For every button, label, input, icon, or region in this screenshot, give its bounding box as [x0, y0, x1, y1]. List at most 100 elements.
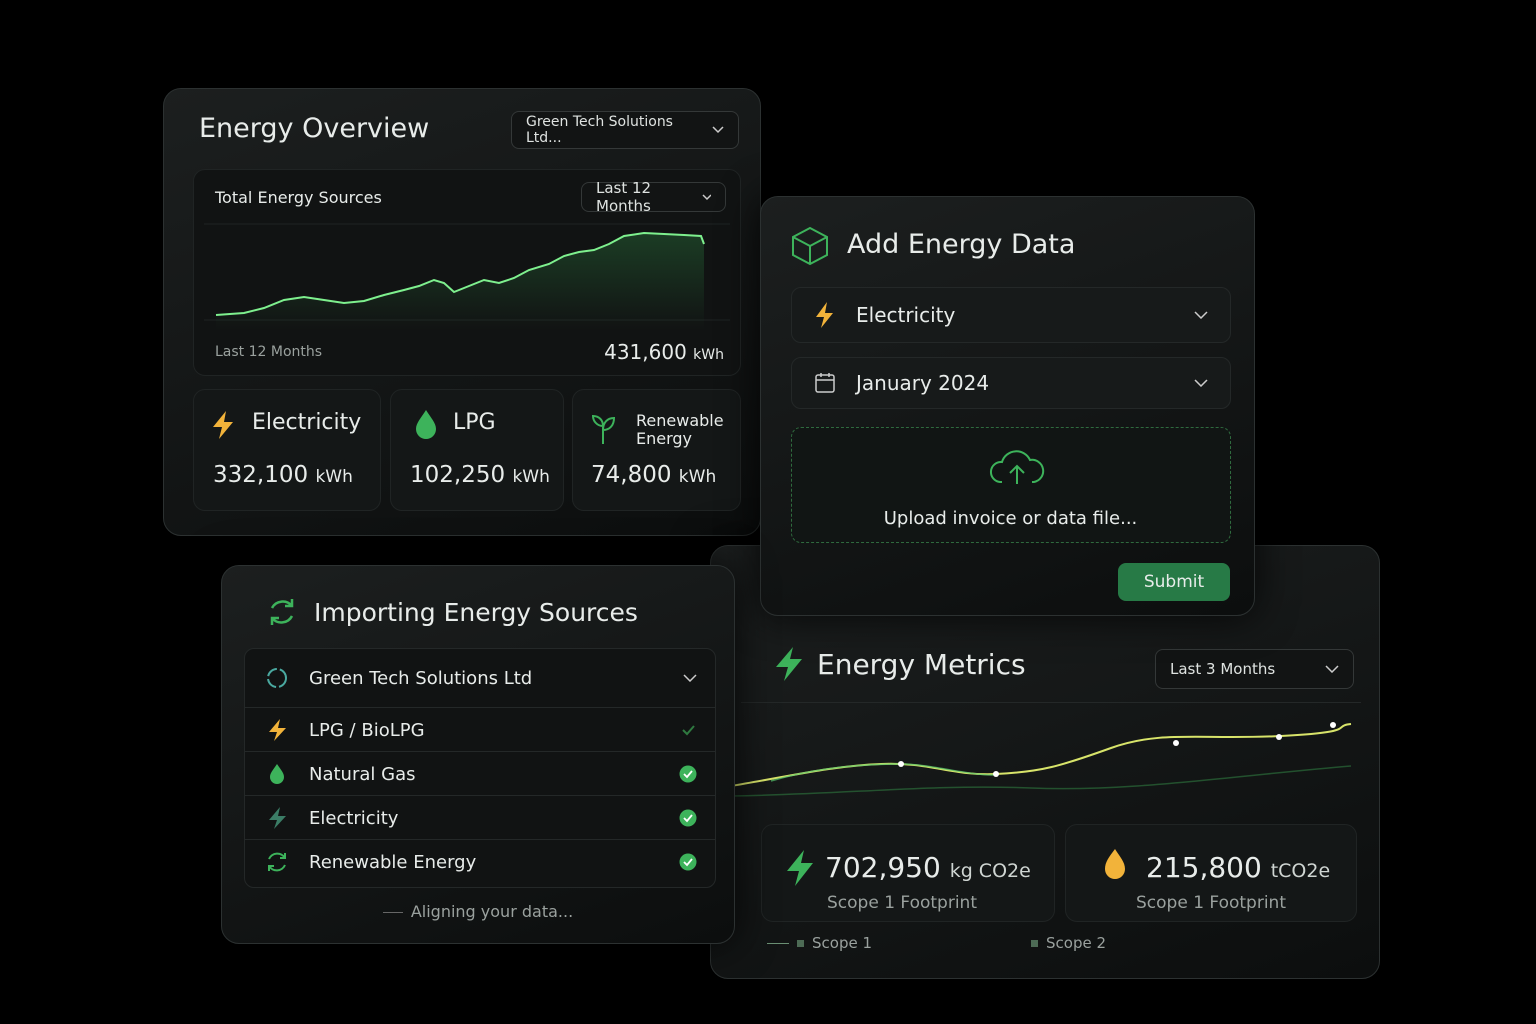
sparkline [204, 223, 730, 330]
period-dropdown[interactable]: Last 3 Months [1155, 649, 1354, 689]
value: 102,250 [410, 462, 506, 488]
source-name: Renewable Energy [309, 851, 477, 873]
source-label: Electricity [252, 410, 362, 435]
legend-label: Scope 2 [1046, 934, 1107, 952]
bolt-icon [816, 302, 833, 328]
metric-label: Scope 1 Footprint [827, 893, 977, 913]
footer-label: Last 12 Months [215, 344, 323, 360]
metric-card: 215,800 tCO2e Scope 1 Footprint [1065, 824, 1357, 922]
metric-card: 702,950 kg CO2e Scope 1 Footprint [761, 824, 1055, 922]
button-text: Submit [1143, 572, 1205, 592]
chevron [1194, 311, 1208, 319]
sync-icon [270, 599, 294, 625]
chart-title: Total Energy Sources [215, 188, 382, 207]
legend-item: Scope 1 [767, 934, 872, 952]
legend-item: Scope 2 [1031, 934, 1106, 952]
source-card: Renewable Energy 74,800 kWh [572, 389, 741, 511]
value: 74,800 [591, 462, 672, 488]
period-dropdown[interactable]: Last 12 Months [581, 179, 726, 215]
unit: kWh [678, 467, 717, 487]
panel-title: Energy Metrics [817, 648, 1026, 681]
check-icon [679, 853, 697, 871]
unit: kg CO2e [949, 860, 1031, 882]
total-unit: kWh [693, 347, 724, 363]
source-label: LPG [453, 410, 496, 435]
chevron [1325, 665, 1339, 673]
legend-label: Scope 1 [812, 934, 873, 952]
cloud-icon [990, 450, 1045, 484]
upload-area[interactable]: Upload invoice or data file... [791, 427, 1231, 543]
total: 431,600 kWh [604, 340, 724, 364]
source-card: Electricity 332,100 kWh [193, 389, 381, 511]
source-value: 102,250 kWh [410, 462, 550, 488]
chevron [1194, 379, 1208, 387]
check-icon [682, 725, 695, 736]
source-name: Electricity [309, 807, 399, 829]
drop-icon [416, 410, 436, 439]
select-text: January 2024 [856, 371, 990, 395]
source-label: Renewable Energy [636, 411, 724, 448]
unit: tCO2e [1270, 860, 1331, 882]
drop-icon [270, 764, 284, 784]
bolt-icon [269, 719, 286, 741]
calendar-icon [815, 373, 835, 393]
metrics-panel: Energy Metrics Last 3 Months 702,950 kg … [710, 545, 1380, 979]
sync-icon [268, 852, 286, 872]
bolt-icon [213, 411, 233, 439]
unit: kWh [315, 467, 353, 487]
source-row: Electricity [245, 795, 715, 840]
divider [741, 702, 1361, 703]
company-dropdown[interactable]: Green Tech Solutions Ltd... [511, 111, 739, 149]
panel-title: Importing Energy Sources [314, 598, 638, 627]
overview-panel: Energy Overview Green Tech Solutions Ltd… [163, 88, 761, 536]
dropdown-text: Last 3 Months [1170, 660, 1276, 678]
source-row: LPG / BioLPG [245, 707, 715, 752]
source-list: Green Tech Solutions Ltd LPG / BioLPG Na… [244, 648, 716, 888]
chevron [702, 193, 711, 200]
source-value: 332,100 kWh [213, 462, 353, 488]
source-row: Natural Gas [245, 751, 715, 796]
value: 702,950 [825, 851, 941, 884]
bolt-icon [269, 807, 286, 829]
month-select[interactable]: January 2024 [791, 357, 1231, 409]
add-data-panel: Add Energy Data Electricity January 2024… [760, 196, 1255, 616]
source-card: LPG 102,250 kWh [390, 389, 564, 511]
metric-value: 215,800 tCO2e [1146, 851, 1330, 884]
metric-label: Scope 1 Footprint [1136, 893, 1286, 913]
dropdown-text: Last 12 Months [596, 179, 652, 215]
submit-button[interactable]: Submit [1118, 563, 1230, 601]
cube-icon [792, 226, 828, 266]
org-name: Green Tech Solutions Ltd [309, 667, 533, 689]
dropdown-text: Green Tech Solutions Ltd... [526, 114, 673, 146]
org-row[interactable]: Green Tech Solutions Ltd [245, 649, 715, 707]
chart-box: Total Energy Sources Last 12 Months Last… [193, 169, 741, 376]
metric-value: 702,950 kg CO2e [825, 851, 1031, 884]
bolt-icon [787, 850, 813, 886]
unit: kWh [512, 467, 550, 487]
importing-panel: Importing Energy Sources Green Tech Solu… [221, 565, 735, 944]
status: Aligning your data... [410, 902, 574, 921]
sprout-icon [591, 414, 616, 444]
source-name: Natural Gas [309, 763, 416, 785]
check-icon [679, 809, 697, 827]
upload-text: Upload invoice or data file... [883, 508, 1138, 529]
select-text: Electricity [856, 303, 956, 327]
panel-title: Energy Overview [199, 113, 430, 144]
source-row: Renewable Energy [245, 839, 715, 884]
check-icon [679, 765, 697, 783]
total-value: 431,600 [604, 340, 687, 364]
sync-icon [267, 668, 287, 688]
value: 215,800 [1146, 851, 1262, 884]
flame-icon [1105, 849, 1125, 879]
source-select[interactable]: Electricity [791, 287, 1231, 343]
status-text: Aligning your data... [222, 902, 734, 921]
chevron [712, 126, 724, 134]
source-name: LPG / BioLPG [309, 719, 425, 741]
chevron [683, 674, 697, 682]
bolt-icon [776, 647, 802, 681]
panel-title: Add Energy Data [847, 229, 1076, 260]
value: 332,100 [213, 462, 309, 488]
source-value: 74,800 kWh [591, 462, 716, 488]
